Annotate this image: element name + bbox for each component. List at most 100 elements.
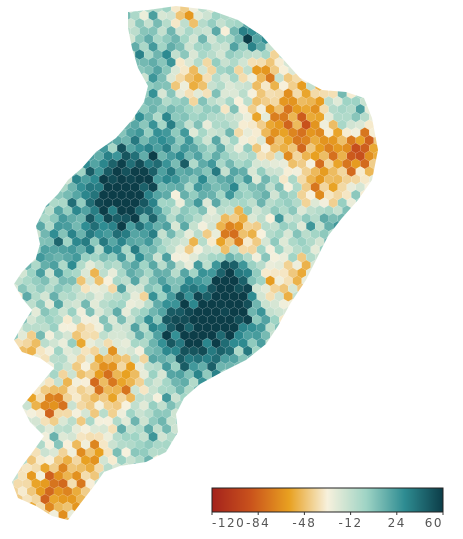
hexbin-cell: [22, 197, 32, 209]
hexbin-cell: [373, 306, 378, 318]
hexbin-cell: [0, 276, 5, 286]
hexbin-cell: [306, 33, 316, 45]
hexbin-cell: [184, 431, 194, 443]
hexbin-cell: [12, 212, 14, 224]
hexbin-cell: [383, 307, 392, 317]
hexbin-cell: [355, 415, 365, 427]
hexbin-cell: [355, 322, 365, 334]
hexbin-cell: [319, 290, 329, 302]
hexbin-cell: [62, 95, 73, 107]
hexbin-cell: [297, 298, 307, 310]
hexbin-cell: [13, 25, 23, 37]
hexbin-cell: [364, 353, 374, 365]
hexbin-cell: [80, 80, 91, 92]
hexbin-cell: [53, 158, 64, 170]
hexbin-cell: [53, 80, 64, 92]
hexbin-cell: [310, 290, 320, 302]
hexbin-cell: [89, 111, 100, 123]
hexbin-cell: [306, 454, 316, 466]
hexbin-cell: [220, 478, 230, 490]
hexbin-cell: [175, 478, 185, 490]
hexbin-cell: [53, 111, 64, 123]
hexbin-cell: [256, 462, 266, 474]
hexbin-cell: [94, 88, 104, 100]
hexbin-cell: [12, 103, 14, 115]
hexbin-cell: [378, 471, 387, 481]
hexbin-cell: [62, 111, 73, 123]
hexbin-cell: [261, 6, 271, 14]
hexbin-cell: [44, 64, 55, 76]
hexbin-cell: [373, 290, 378, 302]
hexbin-cell: [22, 56, 32, 68]
land-hexbins: [0, 0, 392, 520]
hexbin-cell: [0, 471, 9, 481]
hexbin-cell: [0, 283, 9, 293]
hexbin-cell: [333, 345, 343, 357]
hexbin-cell: [373, 259, 378, 271]
hexbin-cell: [67, 119, 77, 131]
hexbin-cell: [288, 376, 298, 388]
hexbin-cell: [378, 65, 387, 75]
hexbin-cell: [333, 392, 343, 404]
hexbin-cell: [98, 64, 109, 76]
hexbin-cell: [49, 72, 59, 84]
hexbin-cell: [283, 322, 293, 334]
hexbin-cell: [71, 142, 82, 154]
hexbin-cell: [288, 329, 298, 341]
hexbin-cell: [364, 10, 374, 22]
hexbin-cell: [193, 493, 203, 505]
hexbin-cell: [283, 41, 293, 53]
hexbin-cell: [373, 384, 378, 396]
hexbin-cell: [301, 41, 311, 53]
hexbin-cell: [104, 0, 113, 5]
hexbin-cell: [12, 517, 19, 520]
hexbin-cell: [166, 493, 176, 505]
hexbin-cell: [35, 17, 46, 29]
hexbin-cell: [257, 0, 266, 5]
hexbin-cell: [12, 306, 14, 318]
hexbin-cell: [220, 384, 230, 396]
hexbin-cell: [238, 478, 248, 490]
hexbin-cell: [121, 478, 131, 490]
hexbin-cell: [378, 361, 387, 371]
hexbin-cell: [44, 33, 55, 45]
hexbin-cell: [31, 72, 41, 84]
hexbin-cell: [328, 244, 338, 256]
hexbin-cell: [179, 485, 190, 497]
hexbin-cell: [310, 400, 320, 412]
hexbin-cell: [35, 95, 46, 107]
hexbin-cell: [373, 181, 378, 193]
hexbin-cell: [0, 299, 9, 309]
hexbin-cell: [170, 485, 181, 497]
hexbin-cell: [333, 17, 343, 29]
hexbin-cell: [89, 6, 100, 14]
hexbin-cell: [328, 10, 338, 22]
hexbin-cell: [211, 415, 221, 427]
hexbin-cell: [113, 0, 122, 5]
hexbin-cell: [274, 462, 284, 474]
hexbin-cell: [0, 229, 5, 239]
hexbin-cell: [342, 298, 352, 310]
hexbin-cell: [31, 41, 41, 53]
hexbin-cell: [292, 10, 302, 22]
hexbin-cell: [288, 49, 298, 61]
hexbin-cell: [319, 56, 329, 68]
hexbin-cell: [301, 337, 311, 349]
hexbin-cell: [67, 150, 77, 162]
hexbin-cell: [58, 72, 68, 84]
hexbin-cell: [275, 0, 284, 5]
hexbin-cell: [288, 314, 298, 326]
hexbin-cell: [373, 72, 378, 84]
hexbin-cell: [158, 0, 167, 5]
hexbin-cell: [76, 88, 86, 100]
hexbin-cell: [315, 298, 325, 310]
hexbin-cell: [94, 25, 104, 37]
hexbin-cell: [31, 119, 41, 131]
hexbin-cell: [76, 103, 86, 115]
hexbin-cell: [170, 501, 181, 513]
hexbin-cell: [121, 103, 131, 115]
hexbin-cell: [301, 322, 311, 334]
hexbin-cell: [284, 0, 293, 5]
hexbin-cell: [369, 407, 378, 419]
